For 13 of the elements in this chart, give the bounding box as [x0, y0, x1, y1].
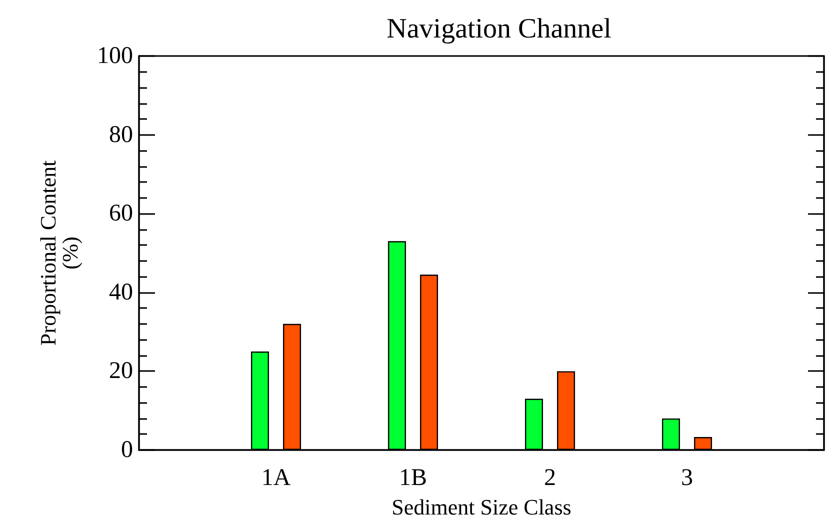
chart-title: Navigation Channel — [386, 14, 612, 44]
y-tick-label: 40 — [109, 279, 133, 306]
x-tick-label: 3 — [681, 465, 693, 491]
y-tick-label: 100 — [97, 43, 133, 69]
x-tick-label: 2 — [544, 465, 556, 491]
y-tick-label: 60 — [109, 200, 133, 227]
x-tick-label: 1B — [398, 465, 428, 491]
x-tick-label: 1A — [261, 465, 292, 491]
y-tick-label: 80 — [109, 122, 133, 148]
y-tick-label: 20 — [109, 358, 133, 384]
x-axis-title: Sediment Size Class — [392, 494, 572, 520]
y-tick-label: 0 — [121, 437, 133, 463]
y-axis-title: Proportional Content (%) — [36, 160, 82, 346]
